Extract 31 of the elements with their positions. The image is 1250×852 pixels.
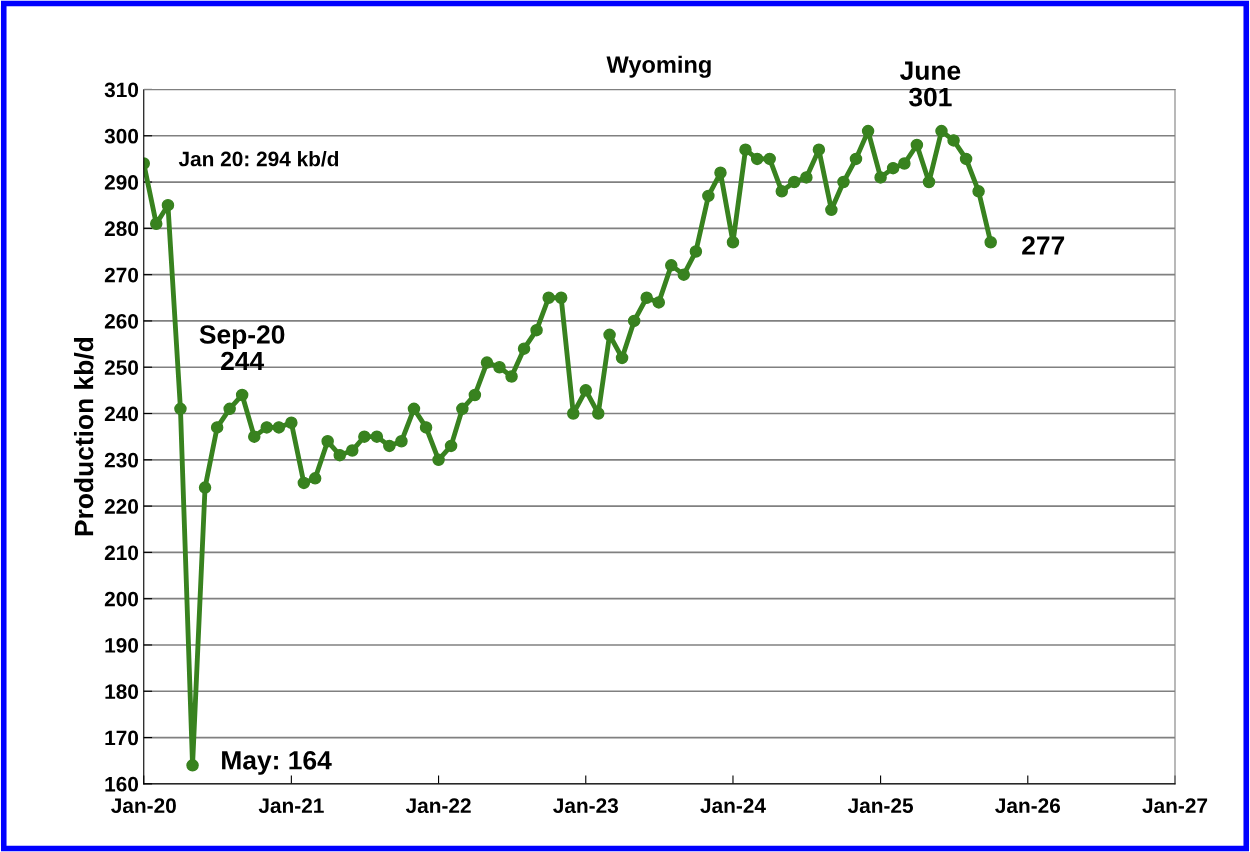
y-tick-label: 170 bbox=[105, 730, 139, 746]
y-tick-label: 230 bbox=[104, 452, 139, 468]
x-tick-label: Jan-20 bbox=[111, 798, 176, 814]
y-tick-label: 260 bbox=[104, 313, 139, 329]
x-tick-label: Jan-25 bbox=[847, 798, 914, 814]
y-tick-label: 190 bbox=[105, 637, 139, 653]
x-tick-label: Jan-23 bbox=[553, 798, 619, 814]
x-tick-label: Jan-22 bbox=[405, 798, 471, 814]
y-tick-label: 200 bbox=[104, 591, 139, 607]
y-tick-label: 250 bbox=[104, 360, 139, 375]
annotation: Jan 20: 294 kb/d bbox=[178, 151, 339, 167]
y-tick-label: 180 bbox=[105, 684, 139, 700]
x-tick-label: Jan-27 bbox=[1142, 798, 1208, 814]
y-axis-title: Production kb/d bbox=[73, 337, 94, 536]
y-tick-label: 270 bbox=[104, 267, 139, 283]
annotation: June 301 bbox=[899, 61, 961, 107]
y-tick-label: 210 bbox=[104, 545, 139, 561]
x-tick-label: Jan-21 bbox=[258, 798, 324, 814]
x-tick-label: Jan-24 bbox=[700, 798, 766, 814]
y-tick-label: 220 bbox=[104, 499, 139, 514]
y-tick-label: 290 bbox=[104, 175, 139, 190]
annotation: 277 bbox=[1022, 236, 1065, 255]
y-tick-label: 300 bbox=[104, 128, 139, 144]
annotation: Sep-20 244 bbox=[199, 325, 285, 371]
y-tick-label: 240 bbox=[104, 406, 139, 422]
annotation: May: 164 bbox=[222, 750, 332, 775]
chart-title: Wyoming bbox=[606, 55, 711, 78]
y-tick-label: 310 bbox=[104, 82, 139, 98]
x-tick-label: Jan-26 bbox=[995, 798, 1061, 814]
y-tick-label: 160 bbox=[105, 776, 139, 792]
y-tick-label: 280 bbox=[104, 221, 139, 237]
